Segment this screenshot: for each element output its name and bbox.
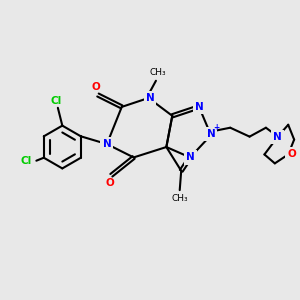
Text: O: O <box>106 178 114 188</box>
Text: N: N <box>146 93 154 103</box>
Text: +: + <box>214 123 220 132</box>
Text: N: N <box>186 152 194 162</box>
Text: O: O <box>287 149 296 160</box>
Text: O: O <box>91 82 100 92</box>
Text: N: N <box>207 129 215 139</box>
Text: N: N <box>273 132 282 142</box>
Text: N: N <box>195 102 203 112</box>
Text: Cl: Cl <box>51 96 62 106</box>
Text: CH₃: CH₃ <box>171 194 188 203</box>
Text: Cl: Cl <box>20 156 32 166</box>
Text: N: N <box>103 139 111 149</box>
Text: CH₃: CH₃ <box>149 68 166 77</box>
